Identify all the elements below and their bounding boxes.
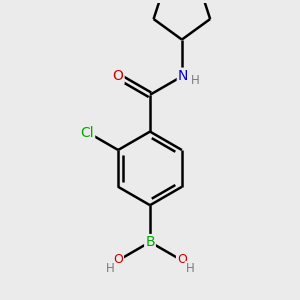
Text: B: B: [145, 235, 155, 249]
Text: N: N: [178, 69, 188, 83]
Text: O: O: [113, 69, 124, 83]
Text: Cl: Cl: [80, 126, 94, 140]
Text: H: H: [106, 262, 114, 275]
Text: H: H: [186, 262, 194, 275]
Text: O: O: [113, 253, 123, 266]
Text: H: H: [190, 74, 199, 87]
Text: O: O: [177, 253, 187, 266]
